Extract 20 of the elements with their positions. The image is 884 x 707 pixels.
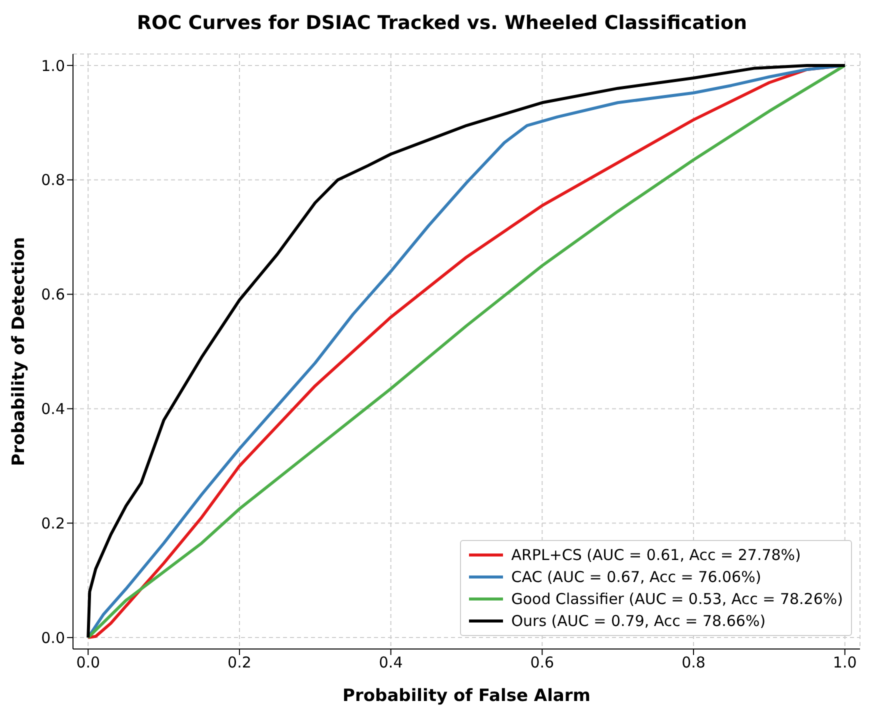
y-tick-label: 0.6 <box>41 286 65 304</box>
y-tick-label: 0.8 <box>41 171 65 190</box>
legend-label: Ours (AUC = 0.79, Acc = 78.66%) <box>511 611 766 632</box>
x-tick-label: 0.0 <box>76 654 100 672</box>
x-tick-label: 0.8 <box>682 654 706 672</box>
line-series <box>86 64 846 640</box>
legend-label: CAC (AUC = 0.67, Acc = 76.06%) <box>511 567 762 588</box>
y-tick-label: 1.0 <box>41 56 65 75</box>
y-tick-label: 0.2 <box>41 514 65 532</box>
x-tick-label: 0.4 <box>378 654 403 672</box>
chart-title: ROC Curves for DSIAC Tracked vs. Wheeled Classification <box>136 11 748 36</box>
y-tick-label: 0.4 <box>41 400 65 418</box>
x-tick-label: 0.2 <box>228 654 252 672</box>
legend-label: Good Classifier (AUC = 0.53, Acc = 78.26%) <box>511 589 843 610</box>
x-axis-title: Probability of False Alarm <box>342 686 590 706</box>
y-axis-title: Probability of Detection <box>9 236 30 466</box>
x-tick-label: 0.6 <box>530 654 554 672</box>
legend-label: ARPL+CS (AUC = 0.61, Acc = 27.78%) <box>511 545 801 566</box>
y-tick-label: 0.0 <box>41 628 65 647</box>
x-tick-label: 1.0 <box>832 654 857 672</box>
